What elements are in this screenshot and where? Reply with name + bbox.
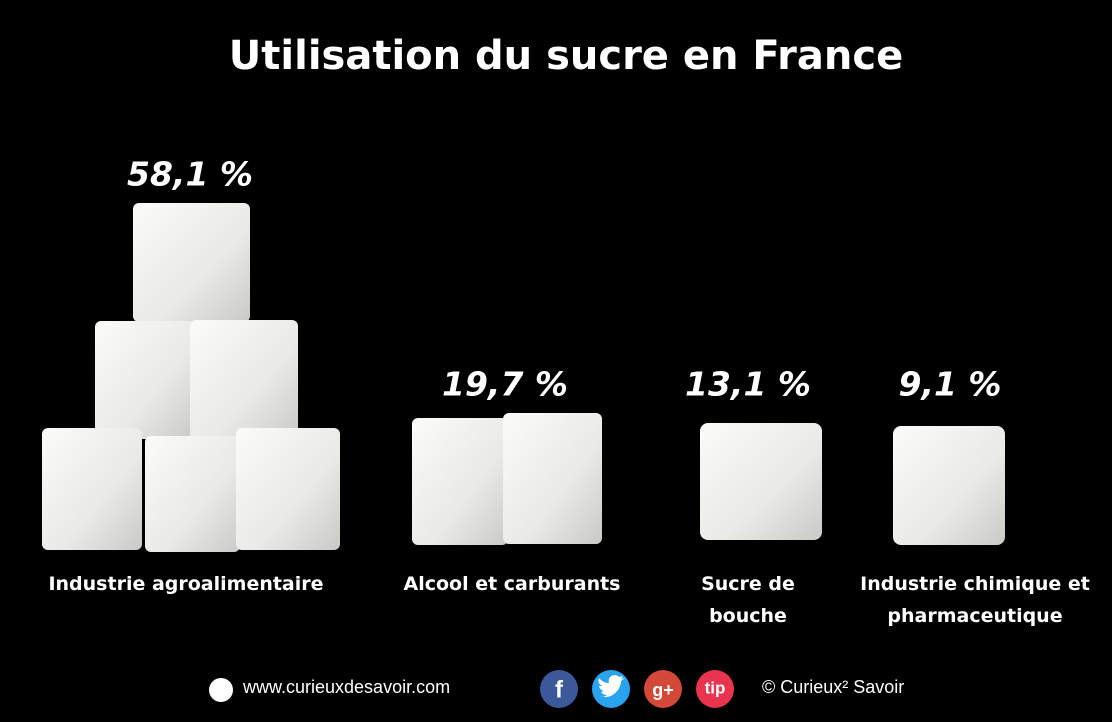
- site-logo: [209, 678, 233, 702]
- twitter-bird: [598, 675, 625, 698]
- googleplus-icon[interactable]: [644, 670, 682, 708]
- value-label: 13,1 %: [685, 365, 811, 404]
- website[interactable]: www.curieuxdesavoir.com: [243, 677, 451, 697]
- facebook-glyph: f: [555, 676, 564, 703]
- tip-glyph: tip: [705, 678, 726, 697]
- value-label: 19,7 %: [442, 365, 568, 404]
- cube-stack: [42, 203, 340, 552]
- cube-stack: [700, 423, 822, 540]
- category-label: Alcool et carburants: [403, 573, 621, 595]
- tip-icon[interactable]: [696, 670, 734, 708]
- copyright: © Curieux² Savoir: [762, 677, 905, 697]
- facebook-icon[interactable]: [540, 670, 578, 708]
- category-label: Sucre de bouche: [701, 573, 795, 627]
- category-label: Industrie agroalimentaire: [48, 573, 324, 595]
- googleplus-glyph: g+: [652, 680, 674, 700]
- cube-stack: [412, 413, 602, 545]
- value-label: 58,1 %: [127, 155, 253, 194]
- category-label: Industrie chimique et pharmaceutique: [860, 573, 1090, 627]
- value-label: 9,1 %: [898, 365, 1001, 404]
- chart-title: Utilisation du sucre en France: [229, 33, 903, 79]
- cube-stack: [893, 426, 1005, 545]
